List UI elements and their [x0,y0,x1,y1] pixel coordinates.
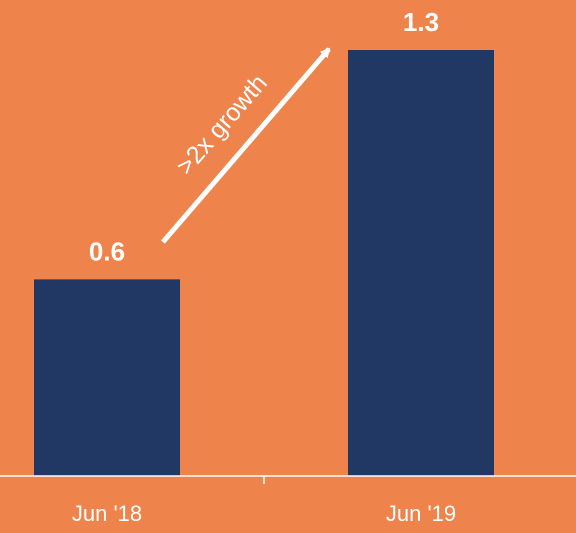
growth-arrow [161,47,331,244]
data-label-2: 1.3 [403,7,439,37]
bars-group [34,50,494,476]
data-label-1: 0.6 [89,236,125,266]
data-labels-group: 0.6 1.3 [89,7,439,266]
x-tick-labels-group: Jun '18 Jun '19 [72,501,456,526]
x-tick-label-1: Jun '18 [72,501,142,526]
bar-1 [34,279,180,476]
growth-annotation: >2x growth [171,69,273,180]
bar-2 [348,50,494,476]
x-tick-label-2: Jun '19 [386,501,456,526]
